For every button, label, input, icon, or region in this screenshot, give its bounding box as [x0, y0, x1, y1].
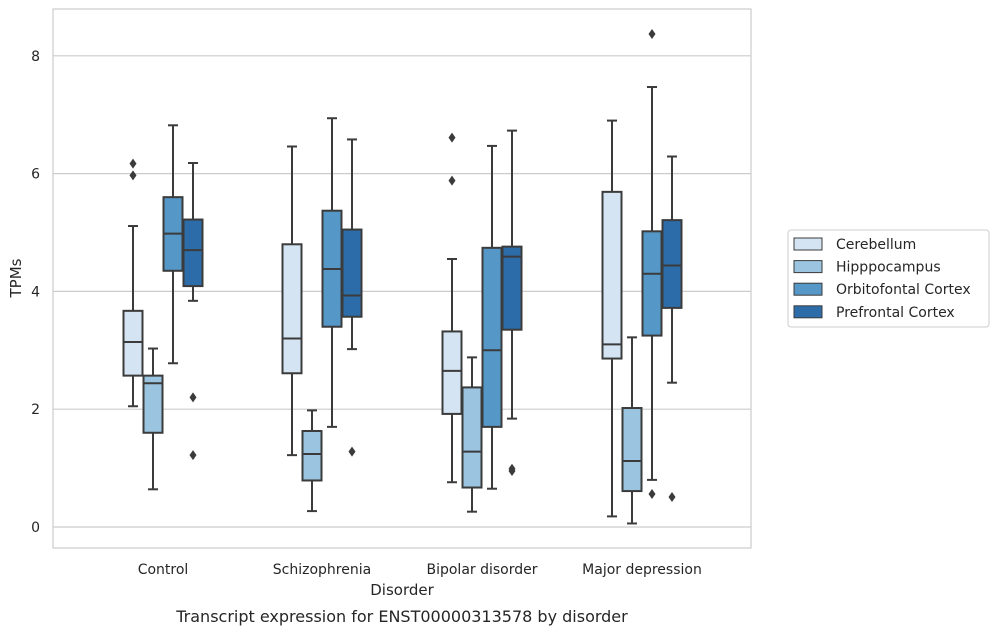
box-cerebellum-3 [601, 119, 623, 518]
legend-swatch [793, 282, 823, 296]
legend-swatch [793, 260, 823, 274]
legend-entry: Prefrontal Cortex [836, 305, 955, 321]
outlier-point [648, 29, 656, 40]
y-tick-label: 8 [31, 49, 40, 65]
boxes [122, 29, 683, 525]
outlier-point [189, 450, 197, 461]
box-hipppocampus-2 [461, 356, 483, 513]
box-iqr [301, 429, 323, 482]
figure-caption: Transcript expression for ENST0000031357… [175, 607, 628, 626]
box-iqr [501, 245, 523, 331]
legend-entry: Orbitofontal Cortex [836, 282, 971, 298]
outlier-point [668, 491, 676, 502]
box-orbitofontal-cortex-1 [321, 117, 343, 428]
box-iqr [661, 219, 683, 309]
legend-swatch [793, 305, 823, 319]
outlier-point [189, 392, 197, 403]
box-hipppocampus-3 [621, 336, 643, 525]
outlier-point [448, 175, 456, 186]
box-prefrontal-cortex-1 [341, 138, 363, 457]
box-iqr [281, 243, 303, 375]
box-iqr [461, 386, 483, 489]
outlier-point [129, 158, 137, 169]
outlier-point [508, 463, 516, 474]
box-orbitofontal-cortex-3 [641, 29, 663, 500]
y-tick-labels: 0 2 4 6 8 [31, 49, 40, 536]
box-iqr [601, 190, 623, 360]
box-iqr [621, 407, 643, 493]
box-hipppocampus-1 [301, 409, 323, 513]
box-cerebellum-0 [122, 158, 144, 408]
legend-frame [787, 229, 990, 328]
box-iqr [142, 374, 164, 434]
outlier-point [648, 489, 656, 500]
box-iqr [441, 330, 463, 415]
box-prefrontal-cortex-3 [661, 155, 683, 502]
y-tick-label: 6 [31, 167, 40, 183]
box-iqr [341, 228, 363, 318]
y-tick-label: 2 [31, 402, 40, 418]
legend-swatch [793, 237, 823, 251]
box-iqr [481, 246, 503, 428]
x-tick-label: Schizophrenia [273, 562, 371, 578]
x-tick-label: Bipolar disorder [426, 562, 537, 578]
y-tick-label: 4 [31, 284, 40, 300]
box-iqr [122, 309, 144, 377]
outlier-point [129, 170, 137, 181]
outlier-point [348, 446, 356, 457]
box-prefrontal-cortex-0 [182, 161, 204, 461]
legend-entry: Hipppocampus [836, 260, 941, 276]
box-cerebellum-2 [441, 132, 463, 484]
box-iqr [641, 230, 663, 337]
x-axis-label: Disorder [370, 581, 434, 599]
box-hipppocampus-0 [142, 347, 164, 491]
outlier-point [448, 132, 456, 143]
box-iqr [182, 218, 204, 288]
y-tick-label: 0 [31, 520, 40, 536]
x-tick-label: Control [138, 562, 189, 578]
box-orbitofontal-cortex-0 [162, 124, 184, 365]
x-tick-label: Major depression [582, 562, 702, 578]
x-tick-labels: Control Schizophrenia Bipolar disorder Majo… [138, 562, 702, 578]
legend-entry: Cerebellum [836, 237, 916, 253]
box-orbitofontal-cortex-2 [481, 144, 503, 490]
box-prefrontal-cortex-2 [501, 129, 523, 477]
legend: Cerebellum Hipppocampus Orbitofontal Corte… [787, 229, 990, 328]
y-axis-label: TPMs [7, 258, 25, 298]
box-cerebellum-1 [281, 145, 303, 457]
